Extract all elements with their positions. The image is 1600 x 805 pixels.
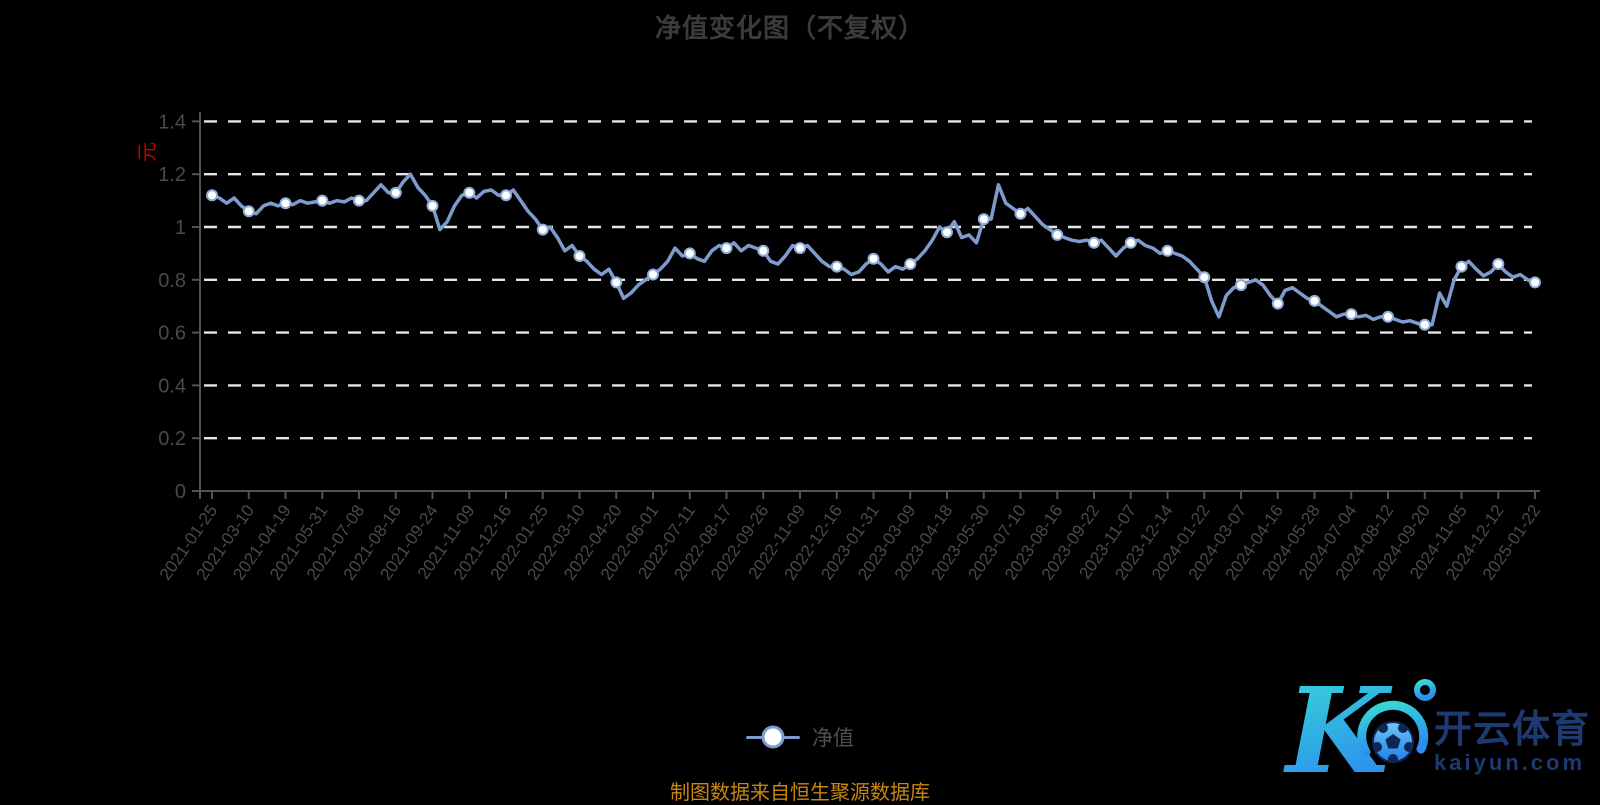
data-point[interactable] [1198, 271, 1211, 284]
data-point[interactable] [1235, 279, 1247, 292]
series-line[interactable] [210, 172, 1537, 327]
data-point[interactable] [206, 189, 218, 202]
axes [192, 112, 1540, 499]
gridlines [204, 120, 1532, 440]
data-point[interactable] [353, 194, 365, 207]
data-points [206, 186, 1541, 331]
data-source-note: 制图数据来自恒生聚源数据库 [670, 782, 930, 804]
data-point[interactable] [316, 194, 329, 207]
data-point[interactable] [1051, 228, 1064, 241]
data-point[interactable] [720, 242, 733, 255]
data-point[interactable] [1492, 258, 1505, 270]
chart-title: 净值变化图（不复权） [654, 13, 925, 43]
data-point[interactable] [757, 244, 770, 257]
data-point[interactable] [1014, 207, 1027, 220]
data-point[interactable] [1161, 244, 1174, 257]
y-tick-label: 0.6 [158, 323, 186, 345]
brand-name: 开云体育 [1434, 709, 1590, 751]
data-point[interactable] [463, 186, 476, 199]
data-point[interactable] [867, 252, 880, 265]
y-tick-label: 0.4 [158, 375, 186, 397]
data-point[interactable] [1308, 294, 1321, 307]
data-point[interactable] [242, 205, 255, 218]
legend-line-marker [746, 725, 800, 749]
data-point[interactable] [1124, 236, 1137, 249]
data-point[interactable] [904, 258, 917, 270]
legend-dot-icon [761, 725, 785, 749]
data-point[interactable] [610, 276, 623, 289]
soccer-ball-icon [1372, 721, 1414, 763]
brand-domain: kaiyun.com [1434, 750, 1585, 775]
data-point[interactable] [279, 197, 292, 210]
data-point[interactable] [536, 223, 549, 236]
data-point[interactable] [1529, 276, 1541, 289]
legend-label: 净值 [812, 727, 854, 750]
y-tick-label: 1.2 [158, 164, 186, 186]
data-point[interactable] [1088, 236, 1100, 249]
data-point[interactable] [1455, 260, 1468, 273]
y-tick-label: 1 [175, 217, 186, 239]
data-point[interactable] [794, 242, 806, 255]
data-point[interactable] [647, 268, 659, 281]
y-unit-label: 元 [137, 142, 159, 162]
y-tick-label: 0 [175, 481, 186, 503]
legend-item-net-value[interactable]: 净值 [0, 724, 1600, 750]
data-point[interactable] [426, 199, 439, 212]
data-point[interactable] [977, 213, 990, 226]
data-point[interactable] [500, 189, 512, 202]
data-point[interactable] [389, 186, 402, 199]
k-mark-icon: K [1283, 664, 1436, 800]
data-point[interactable] [1382, 310, 1394, 323]
y-tick-label: 0.8 [158, 270, 186, 292]
data-point[interactable] [1418, 318, 1431, 331]
kaiyun-logo[interactable]: K 开云体育 kaiyun.com [1282, 664, 1594, 800]
axis-labels: 00.20.40.60.811.21.4元2021-01-252021-03-1… [137, 111, 1544, 583]
data-point[interactable] [1345, 308, 1358, 321]
data-point[interactable] [941, 226, 953, 239]
data-point[interactable] [573, 250, 586, 262]
y-tick-label: 1.4 [158, 111, 186, 133]
y-tick-label: 0.2 [158, 428, 186, 450]
data-point[interactable] [1271, 297, 1284, 310]
data-point[interactable] [830, 260, 843, 273]
data-point[interactable] [683, 247, 696, 260]
